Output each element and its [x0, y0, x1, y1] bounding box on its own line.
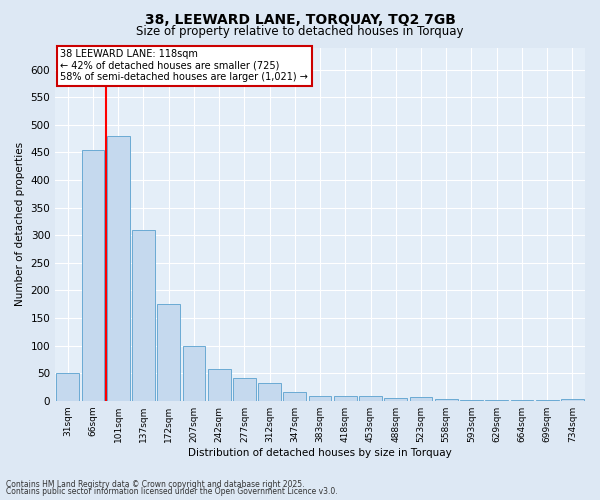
Bar: [82, 150, 104, 400]
Bar: [435, 399, 458, 400]
Bar: [359, 396, 382, 400]
Bar: [258, 383, 281, 400]
Bar: [56, 373, 79, 400]
Bar: [410, 398, 433, 400]
Bar: [385, 398, 407, 400]
Bar: [233, 378, 256, 400]
Bar: [283, 392, 306, 400]
X-axis label: Distribution of detached houses by size in Torquay: Distribution of detached houses by size …: [188, 448, 452, 458]
Text: 38 LEEWARD LANE: 118sqm
← 42% of detached houses are smaller (725)
58% of semi-d: 38 LEEWARD LANE: 118sqm ← 42% of detache…: [61, 50, 308, 82]
Bar: [208, 370, 230, 400]
Y-axis label: Number of detached properties: Number of detached properties: [15, 142, 25, 306]
Text: Contains HM Land Registry data © Crown copyright and database right 2025.: Contains HM Land Registry data © Crown c…: [6, 480, 305, 489]
Bar: [107, 136, 130, 400]
Bar: [157, 304, 180, 400]
Bar: [561, 398, 584, 400]
Text: 38, LEEWARD LANE, TORQUAY, TQ2 7GB: 38, LEEWARD LANE, TORQUAY, TQ2 7GB: [145, 12, 455, 26]
Bar: [309, 396, 331, 400]
Bar: [182, 346, 205, 401]
Text: Size of property relative to detached houses in Torquay: Size of property relative to detached ho…: [136, 25, 464, 38]
Text: Contains public sector information licensed under the Open Government Licence v3: Contains public sector information licen…: [6, 487, 338, 496]
Bar: [132, 230, 155, 400]
Bar: [334, 396, 356, 400]
